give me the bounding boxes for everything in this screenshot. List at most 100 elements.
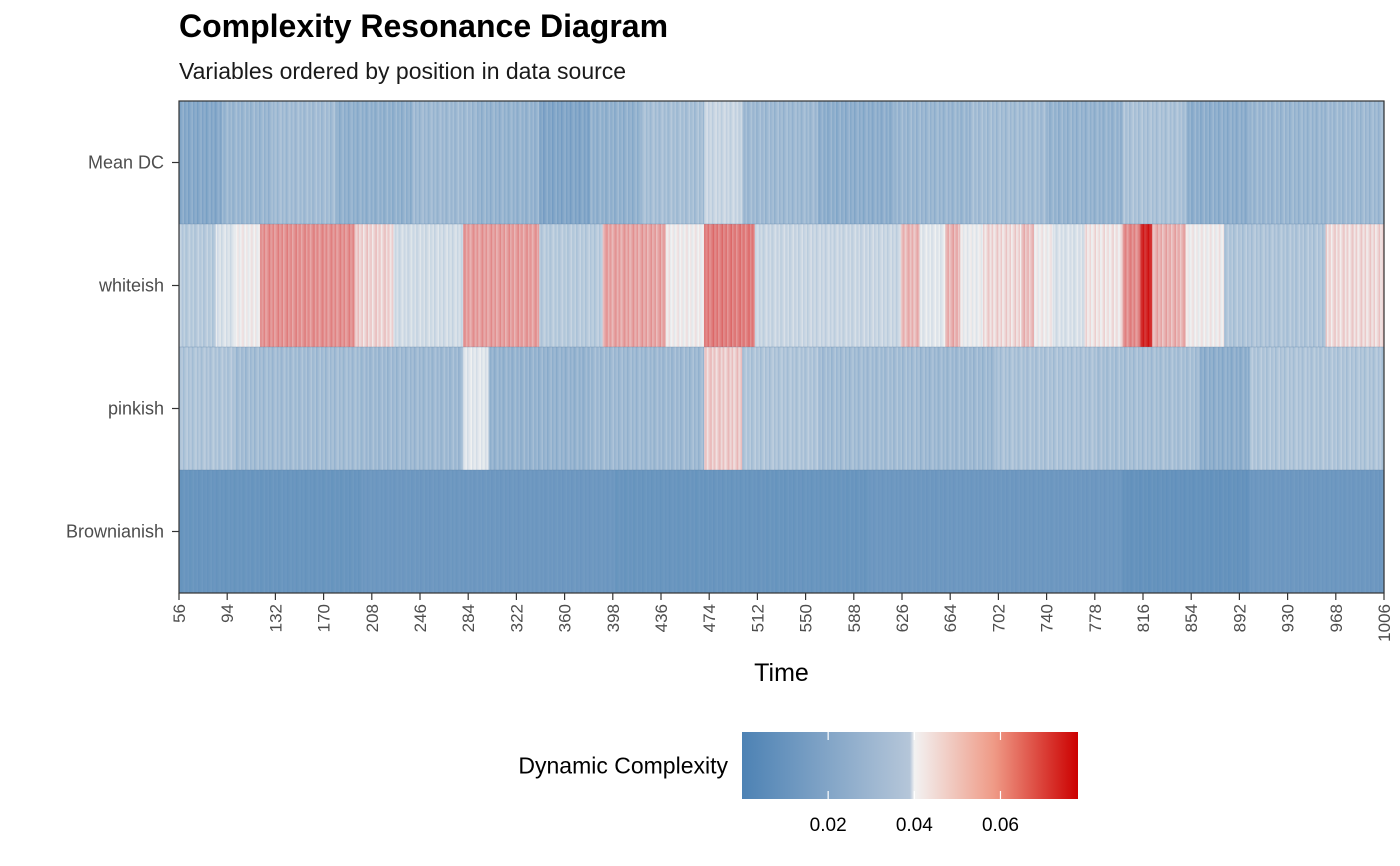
heatmap-cell [1255, 470, 1258, 593]
heatmap-cell [942, 224, 945, 347]
heatmap-cell [979, 101, 982, 224]
heatmap-cell [1173, 470, 1176, 593]
heatmap-cell [1041, 224, 1044, 347]
heatmap-cell [408, 470, 411, 593]
heatmap-cell [919, 470, 922, 593]
heatmap-cell [274, 347, 276, 470]
heatmap-cell [811, 101, 814, 224]
heatmap-cell [1214, 470, 1216, 593]
heatmap-cell [668, 470, 671, 593]
heatmap-cell [1324, 224, 1327, 347]
heatmap-cell [870, 347, 873, 470]
heatmap-cell [1363, 470, 1366, 593]
heatmap-cell [1206, 101, 1209, 224]
heatmap-cell [1292, 224, 1295, 347]
heatmap-cell [863, 347, 866, 470]
heatmap-cell [661, 347, 663, 470]
heatmap-cell [654, 470, 657, 593]
heatmap-cell [875, 224, 878, 347]
heatmap-cell [180, 470, 183, 593]
heatmap-cell [1340, 224, 1343, 347]
heatmap-cell [1014, 347, 1017, 470]
heatmap-cell [225, 470, 228, 593]
heatmap-cell [681, 224, 684, 347]
heatmap-cell [1102, 224, 1105, 347]
heatmap-cell [1126, 470, 1129, 593]
heatmap-cell [809, 470, 812, 593]
heatmap-cell [1320, 101, 1323, 224]
heatmap-cell [474, 224, 477, 347]
heatmap-cell [304, 347, 307, 470]
heatmap-cell [638, 101, 641, 224]
heatmap-cell [1239, 347, 1242, 470]
heatmap-cell [458, 101, 460, 224]
heatmap-cell [414, 224, 417, 347]
heatmap-cell [195, 347, 198, 470]
heatmap-cell [1343, 224, 1346, 347]
heatmap-cell [537, 101, 540, 224]
heatmap-cell [815, 347, 818, 470]
heatmap-cell [1188, 224, 1191, 347]
heatmap-cell [225, 224, 228, 347]
heatmap-cell [614, 470, 616, 593]
heatmap-cell [1164, 470, 1167, 593]
heatmap-cell [630, 347, 633, 470]
heatmap-cell [369, 347, 372, 470]
heatmap-cell [190, 470, 193, 593]
heatmap-cell [1088, 470, 1091, 593]
heatmap-cell [875, 470, 878, 593]
heatmap-cell [894, 101, 897, 224]
heatmap-cell [1276, 470, 1279, 593]
heatmap-cell [359, 470, 361, 593]
heatmap-cell [611, 470, 614, 593]
heatmap-cell [1224, 101, 1227, 224]
heatmap-cell [721, 224, 724, 347]
heatmap-cell [657, 347, 660, 470]
heatmap-cell [266, 224, 269, 347]
heatmap-cell [1197, 347, 1200, 470]
heatmap-cell [567, 470, 570, 593]
heatmap-cell [284, 101, 287, 224]
heatmap-cell [1288, 101, 1291, 224]
heatmap-cell [869, 470, 871, 593]
heatmap-cell [951, 347, 954, 470]
heatmap-cell [1352, 470, 1355, 593]
heatmap-cell [1013, 470, 1016, 593]
heatmap-cell [272, 470, 275, 593]
heatmap-cell [1066, 224, 1069, 347]
heatmap-cell [412, 347, 415, 470]
heatmap-cell [985, 347, 988, 470]
heatmap-cell [1348, 101, 1351, 224]
heatmap-cell [1159, 347, 1162, 470]
heatmap-cell [553, 470, 556, 593]
heatmap-cell [1271, 470, 1273, 593]
heatmap-cell [932, 347, 935, 470]
heatmap-cell [1372, 101, 1375, 224]
heatmap-cell [335, 224, 337, 347]
heatmap-cell [606, 347, 609, 470]
heatmap-cell [638, 470, 641, 593]
heatmap-cell [1247, 101, 1249, 224]
heatmap-cell [834, 101, 837, 224]
heatmap-cell [1145, 224, 1148, 347]
heatmap-cell [1198, 347, 1201, 470]
heatmap-cell [1011, 101, 1013, 224]
heatmap-cell [922, 224, 925, 347]
heatmap-cell [1144, 224, 1147, 347]
heatmap-cell [1285, 224, 1287, 347]
heatmap-cell [1267, 347, 1270, 470]
heatmap-cell [743, 101, 746, 224]
heatmap-cell [1090, 224, 1093, 347]
heatmap-cell [1145, 347, 1148, 470]
heatmap-cell [786, 347, 789, 470]
heatmap-cell [319, 224, 322, 347]
heatmap-cell [1055, 224, 1058, 347]
heatmap-cell [532, 470, 535, 593]
heatmap-cell [995, 224, 998, 347]
heatmap-cell [657, 470, 660, 593]
heatmap-cell [1319, 224, 1322, 347]
heatmap-cell [1090, 470, 1093, 593]
heatmap-cell [1320, 224, 1323, 347]
heatmap-cell [1241, 224, 1244, 347]
heatmap-cell [1017, 470, 1020, 593]
